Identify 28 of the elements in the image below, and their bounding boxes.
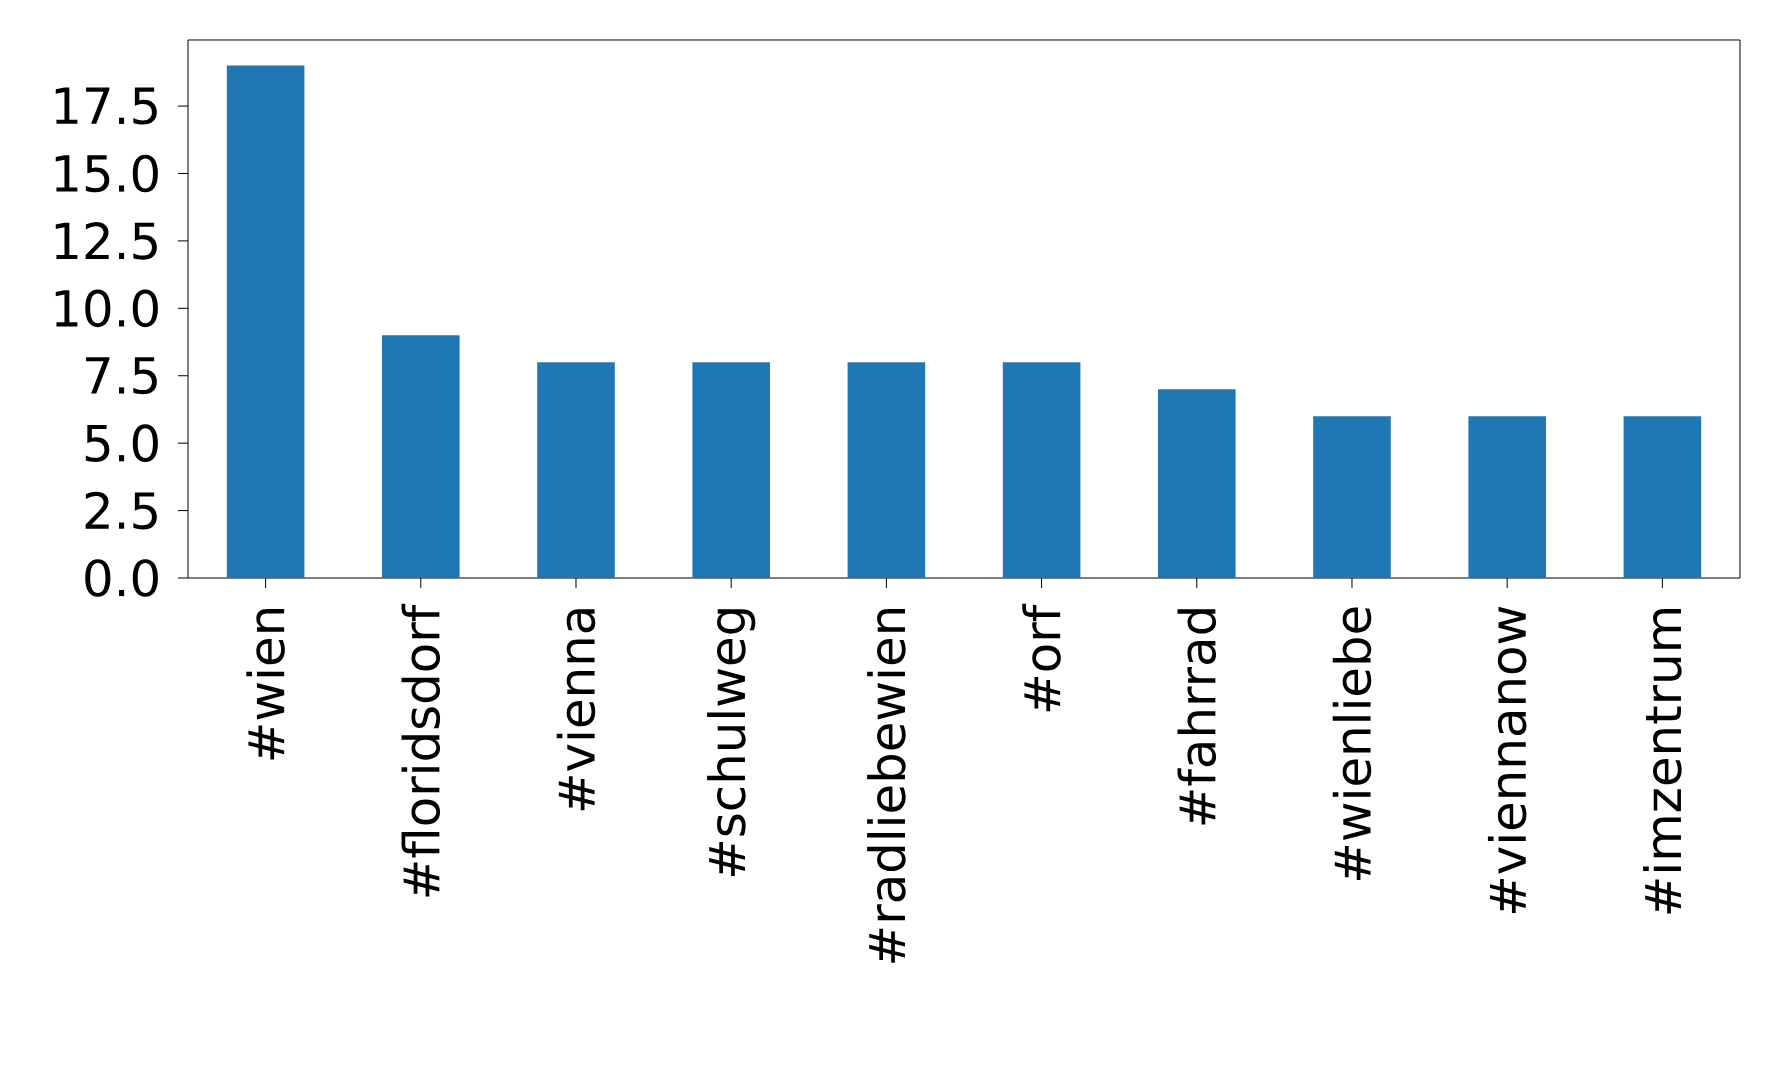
bar bbox=[382, 335, 460, 578]
bar bbox=[1002, 362, 1081, 578]
bar bbox=[537, 362, 615, 578]
bar bbox=[847, 362, 926, 578]
x-tick-label: #schulweg bbox=[707, 609, 756, 877]
y-tick-label: 17.5 bbox=[55, 87, 157, 125]
y-tick-label: 12.5 bbox=[55, 222, 157, 260]
x-tick-label: #floridsdorf bbox=[401, 603, 441, 897]
bar bbox=[226, 65, 305, 578]
x-tick-label: #fahrrad bbox=[1177, 609, 1217, 825]
x-tick-label: #viennanow bbox=[1487, 606, 1527, 914]
x-tick-label: #imzentrum bbox=[1643, 609, 1682, 914]
y-tick-label: 15.0 bbox=[55, 154, 158, 193]
bar bbox=[1157, 389, 1236, 578]
y-tick-label: 0.0 bbox=[85, 559, 158, 597]
bar bbox=[1313, 416, 1391, 578]
x-tick-label: #radliebewien bbox=[867, 609, 906, 963]
y-tick-label: 10.0 bbox=[55, 289, 158, 328]
y-tick-label: 7.5 bbox=[86, 357, 157, 395]
bar bbox=[1623, 416, 1702, 578]
bar bbox=[1468, 416, 1546, 578]
y-tick-label: 5.0 bbox=[85, 424, 158, 462]
x-tick-label: #wien bbox=[246, 609, 285, 760]
x-tick-label: #wienliebe bbox=[1332, 607, 1372, 881]
y-tick-label: 2.5 bbox=[85, 491, 157, 530]
bar bbox=[692, 362, 770, 578]
x-tick-label: #orf bbox=[1022, 603, 1061, 712]
x-tick-label: #vienna bbox=[556, 609, 596, 811]
